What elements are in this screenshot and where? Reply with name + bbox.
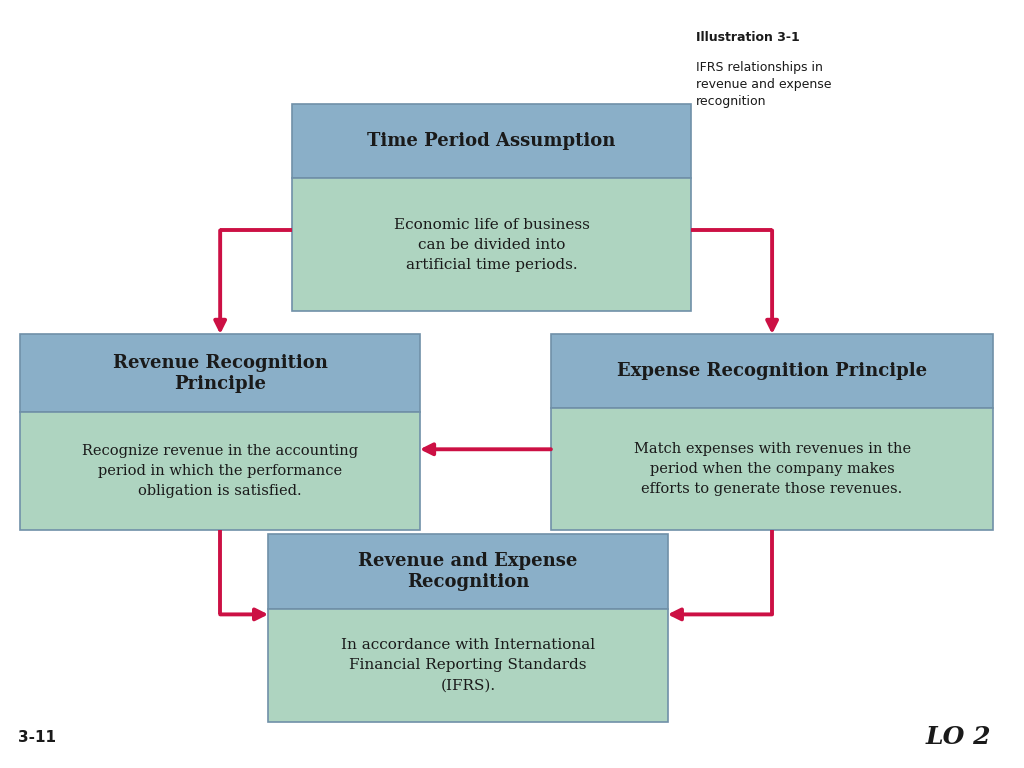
Text: LO 2: LO 2 <box>926 725 991 749</box>
FancyBboxPatch shape <box>551 334 993 409</box>
Text: Illustration 3-1: Illustration 3-1 <box>696 31 800 44</box>
FancyBboxPatch shape <box>20 334 420 412</box>
Text: IFRS relationships in
revenue and expense
recognition: IFRS relationships in revenue and expens… <box>696 61 831 108</box>
Text: Expense Recognition Principle: Expense Recognition Principle <box>617 362 927 380</box>
FancyBboxPatch shape <box>292 178 691 311</box>
Text: Match expenses with revenues in the
period when the company makes
efforts to gen: Match expenses with revenues in the peri… <box>634 442 910 496</box>
Text: Time Period Assumption: Time Period Assumption <box>368 132 615 150</box>
FancyBboxPatch shape <box>551 409 993 530</box>
FancyBboxPatch shape <box>268 609 668 722</box>
Text: Economic life of business
can be divided into
artificial time periods.: Economic life of business can be divided… <box>393 217 590 272</box>
FancyBboxPatch shape <box>268 534 668 609</box>
Text: Recognize revenue in the accounting
period in which the performance
obligation i: Recognize revenue in the accounting peri… <box>82 444 358 498</box>
Text: Revenue and Expense
Recognition: Revenue and Expense Recognition <box>358 552 578 591</box>
Text: In accordance with International
Financial Reporting Standards
(IFRS).: In accordance with International Financi… <box>341 638 595 693</box>
FancyBboxPatch shape <box>292 104 691 178</box>
Text: Revenue Recognition
Principle: Revenue Recognition Principle <box>113 354 328 392</box>
FancyBboxPatch shape <box>20 412 420 530</box>
Text: 3-11: 3-11 <box>18 730 56 745</box>
